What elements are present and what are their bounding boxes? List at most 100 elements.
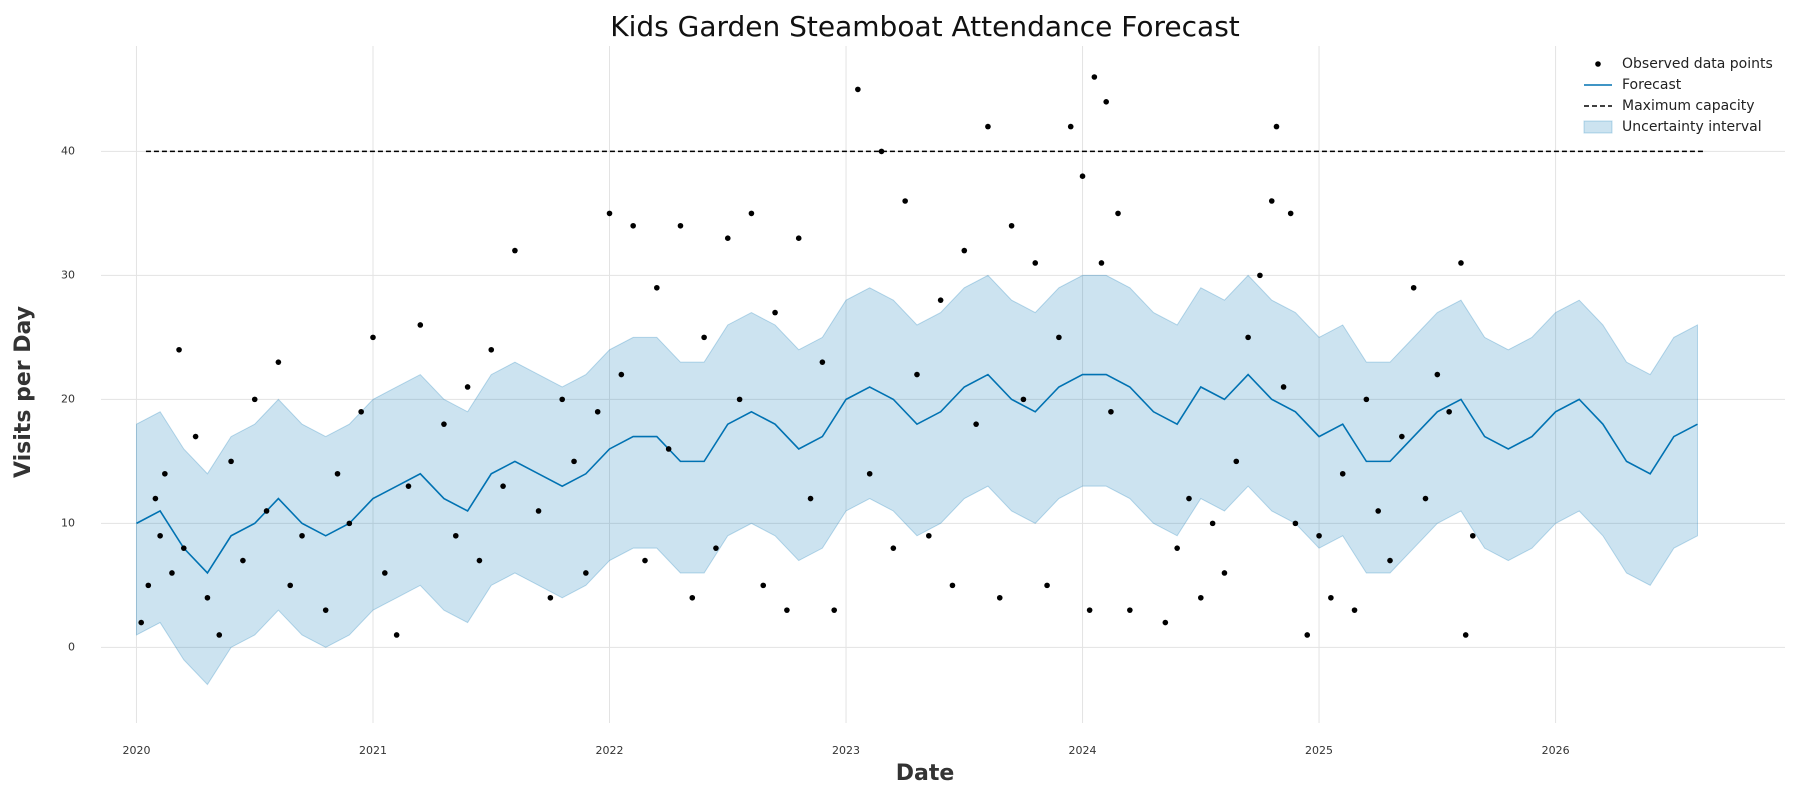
observed-point: [405, 483, 412, 489]
observed-point: [831, 607, 838, 613]
observed-point: [488, 346, 495, 353]
observed-point: [162, 470, 168, 477]
observed-point: [748, 210, 755, 217]
observed-point: [630, 222, 636, 229]
observed-point: [1174, 545, 1180, 551]
observed-point: [452, 532, 459, 539]
grid: 0 10 20 30 40 2020 2021 2022 2023 2024 2025 2026: [61, 46, 1785, 757]
observed-point: [1115, 210, 1121, 217]
observed-point: [382, 570, 388, 576]
observed-point: [1462, 632, 1469, 638]
observed-point: [1339, 470, 1346, 477]
legend-label: Forecast: [1622, 77, 1682, 93]
observed-point: [583, 570, 589, 576]
observed-point: [358, 408, 364, 415]
observed-point: [322, 607, 329, 613]
observed-point: [1245, 334, 1251, 341]
observed-point: [1221, 570, 1228, 576]
observed-point: [1233, 458, 1240, 465]
observed-point: [618, 371, 625, 378]
plot-area: [135, 74, 1705, 686]
observed-point: [370, 334, 376, 341]
observed-point: [417, 322, 424, 328]
observed-point: [772, 309, 778, 316]
observed-point: [138, 619, 145, 626]
observed-point: [334, 470, 341, 477]
observed-point: [1032, 260, 1039, 266]
observed-point: [1328, 594, 1334, 601]
observed-point: [1268, 198, 1275, 204]
observed-point: [878, 148, 885, 155]
observed-point: [949, 582, 956, 589]
observed-point: [1020, 396, 1027, 403]
observed-point: [1198, 594, 1204, 601]
observed-point: [914, 371, 920, 378]
observed-point: [665, 446, 672, 452]
observed-point: [961, 247, 968, 254]
observed-point: [169, 570, 175, 576]
x-tick-label: 2025: [1305, 744, 1333, 757]
y-tick-label: 40: [61, 144, 75, 157]
observed-point: [464, 384, 471, 390]
observed-point: [819, 359, 826, 365]
observed-point: [1387, 557, 1393, 564]
observed-point: [855, 86, 861, 93]
observed-point: [180, 545, 187, 551]
observed-point: [1044, 582, 1050, 589]
observed-point: [1399, 433, 1405, 440]
observed-point: [1410, 284, 1417, 291]
forecast-line: [136, 373, 1698, 575]
x-tick-label: 2021: [359, 744, 387, 757]
observed-point: [1056, 334, 1062, 341]
observed-point: [571, 458, 577, 465]
observed-point: [176, 346, 182, 353]
observed-point: [1273, 123, 1280, 130]
observed-point: [866, 470, 873, 477]
observed-point: [251, 396, 258, 403]
observed-point: [973, 421, 979, 427]
x-axis-label: Date: [896, 761, 955, 786]
observed-point: [1287, 210, 1294, 217]
x-tick-label: 2023: [832, 744, 860, 757]
legend-label: Uncertainty interval: [1622, 119, 1762, 135]
observed-point: [784, 607, 790, 613]
y-tick-label: 30: [61, 268, 75, 281]
observed-point: [1098, 260, 1105, 266]
observed-point: [1458, 260, 1464, 266]
observed-point: [689, 594, 696, 601]
observed-point: [1091, 74, 1098, 80]
observed-point: [902, 198, 908, 204]
observed-point: [1108, 408, 1114, 415]
x-tick-label: 2022: [596, 744, 624, 757]
observed-point: [996, 594, 1003, 601]
observed-point: [807, 495, 814, 502]
legend-label: Maximum capacity: [1622, 98, 1755, 114]
observed-point: [145, 582, 152, 589]
observed-point: [1186, 495, 1192, 502]
observed-point: [1079, 173, 1086, 179]
observed-point: [1363, 396, 1370, 403]
observed-point: [1469, 532, 1476, 539]
observed-point: [890, 545, 897, 551]
observed-point: [1209, 520, 1216, 527]
observed-point: [1446, 408, 1452, 415]
observed-point: [216, 632, 223, 638]
y-tick-label: 10: [61, 516, 75, 529]
legend-marker: [1583, 120, 1613, 134]
observed-point: [926, 532, 932, 539]
observed-point: [559, 396, 566, 403]
chart-title: Kids Garden Steamboat Attendance Forecas…: [610, 10, 1240, 43]
y-tick-label: 0: [68, 640, 75, 653]
observed-point: [1257, 272, 1263, 279]
observed-point: [152, 495, 159, 502]
observed-point: [1375, 508, 1381, 514]
observed-point: [1422, 495, 1429, 502]
observed-point: [1434, 371, 1441, 378]
observed-point: [937, 297, 944, 303]
observed-point: [240, 557, 246, 564]
observed-point: [228, 458, 234, 465]
observed-point: [985, 123, 991, 130]
observed-point: [701, 334, 707, 341]
observed-point: [1316, 532, 1322, 539]
